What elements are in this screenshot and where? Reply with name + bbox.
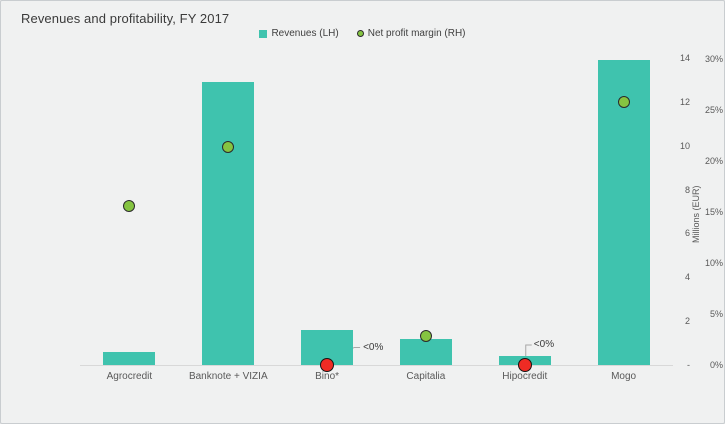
legend-item-label: Net profit margin (RH) bbox=[367, 28, 466, 39]
revenue-bar-mogo bbox=[597, 60, 650, 365]
eur-axis-tick: 4 bbox=[684, 272, 690, 283]
eur-axis-tick: 14 bbox=[679, 53, 690, 63]
net-profit-margin-point-mogo bbox=[617, 95, 630, 108]
eur-axis-tick: 6 bbox=[684, 228, 690, 239]
percent-axis-tick: 5% bbox=[709, 309, 723, 319]
revenue-bar-agrocredit bbox=[103, 351, 156, 365]
percent-axis-tick: 30% bbox=[704, 54, 723, 64]
category-label-banknote-vizia: Banknote + VIZIA bbox=[188, 371, 268, 382]
eur-axis-tick: 8 bbox=[684, 184, 690, 195]
negative-margin-label-hipocredit: <0% bbox=[533, 339, 555, 350]
legend-item-label: Revenues (LH) bbox=[271, 28, 339, 39]
eur-axis-tick: 2 bbox=[684, 316, 690, 327]
revenue-bar-capitalia bbox=[399, 338, 452, 365]
eur-axis-tick: 12 bbox=[679, 96, 690, 107]
eur-axis-tick: - bbox=[687, 360, 690, 370]
net-profit-margin-point-hipocredit bbox=[517, 358, 532, 372]
negative-margin-label-bino: <0% bbox=[363, 342, 384, 353]
chart-legend: Revenues (LH) Net profit margin (RH) bbox=[1, 28, 724, 39]
percent-axis-tick: 25% bbox=[704, 105, 723, 115]
revenue-bar-banknote-vizia bbox=[202, 82, 255, 365]
category-label-hipocredit: Hipocredit bbox=[502, 371, 548, 382]
percent-axis-tick: 0% bbox=[709, 360, 723, 370]
percent-axis-tick: 10% bbox=[704, 258, 723, 268]
legend-circle-icon bbox=[356, 30, 364, 37]
legend-item-net-profit-margin-rh: Net profit margin (RH) bbox=[356, 28, 466, 39]
net-profit-margin-point-capitalia bbox=[419, 330, 432, 343]
x-axis-line bbox=[80, 365, 673, 366]
net-profit-margin-point-banknote-vizia bbox=[222, 140, 235, 153]
legend-item-revenues-lh: Revenues (LH) bbox=[259, 28, 339, 39]
net-profit-margin-point-agrocredit bbox=[123, 199, 136, 212]
net-profit-margin-point-bino bbox=[320, 358, 335, 372]
chart-title: Revenues and profitability, FY 2017 bbox=[21, 11, 230, 26]
eur-axis-tick: 10 bbox=[679, 140, 690, 151]
percent-axis-tick: 15% bbox=[704, 207, 723, 217]
category-label-capitalia: Capitalia bbox=[406, 371, 446, 382]
legend-square-icon bbox=[259, 29, 268, 38]
category-label-bino: Bino* bbox=[315, 371, 340, 382]
category-label-agrocredit: Agrocredit bbox=[106, 371, 153, 382]
percent-axis-tick: 20% bbox=[704, 156, 723, 166]
category-label-mogo: Mogo bbox=[611, 371, 637, 382]
